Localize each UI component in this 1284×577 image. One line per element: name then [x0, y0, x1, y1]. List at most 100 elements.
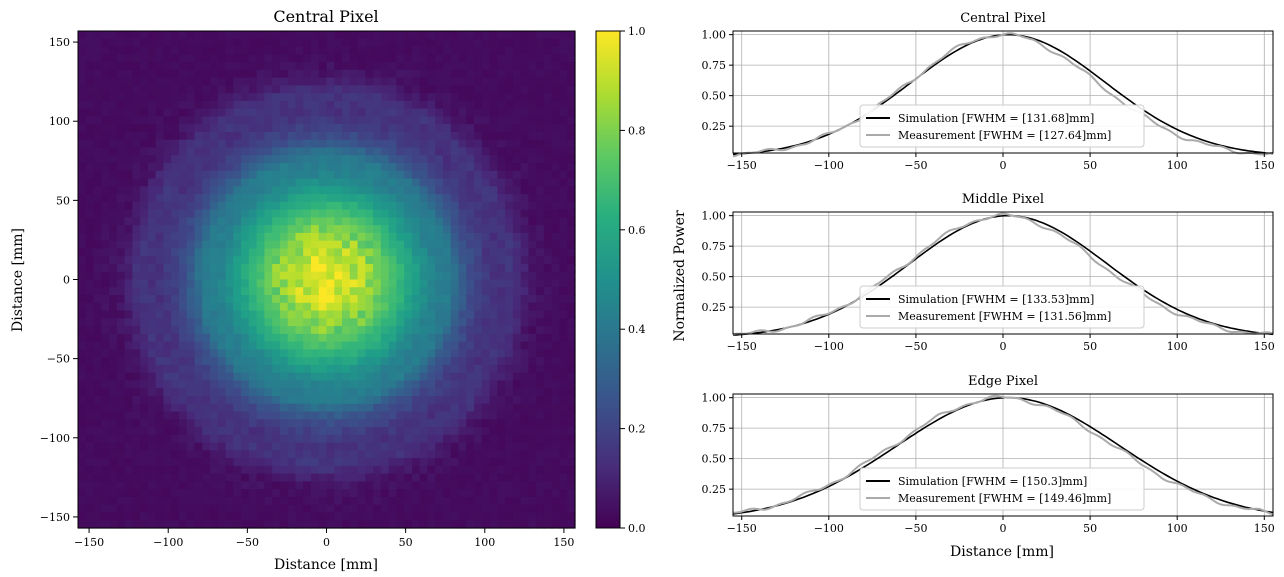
heatmap-cell — [194, 310, 203, 319]
heatmap-cell — [178, 62, 188, 71]
heatmap-cell — [520, 458, 530, 467]
heatmap-cell — [334, 163, 343, 172]
heatmap-cell — [101, 395, 110, 405]
heatmap-cell — [396, 512, 405, 521]
heatmap-cell — [497, 427, 506, 436]
heatmap-cell — [365, 333, 374, 343]
heatmap-cell — [481, 465, 491, 475]
heatmap-cell — [373, 349, 382, 358]
heatmap-cell — [248, 232, 258, 242]
heatmap-cell — [210, 201, 219, 211]
heatmap-cell — [287, 364, 297, 374]
heatmap-cell — [404, 147, 413, 156]
heatmap-cell — [520, 93, 530, 102]
heatmap-cell — [326, 341, 335, 350]
heatmap-cell — [233, 271, 242, 281]
heatmap-cell — [140, 411, 149, 420]
heatmap-cell — [497, 388, 506, 397]
heatmap-cell — [264, 131, 273, 141]
heatmap-cell — [543, 279, 553, 288]
heatmap-cell — [241, 512, 250, 521]
heatmap-cell — [520, 139, 530, 149]
heatmap-cell — [450, 427, 460, 436]
heatmap-cell — [178, 155, 188, 164]
heatmap-cell — [248, 520, 258, 529]
heatmap-cell — [481, 54, 491, 63]
heatmap-cell — [256, 186, 265, 195]
heatmap-cell — [248, 473, 258, 483]
heatmap-cell — [536, 232, 545, 242]
heatmap-cell — [225, 349, 234, 358]
heatmap-cell — [186, 116, 196, 125]
heatmap-cell — [78, 326, 87, 335]
heatmap-cell — [132, 520, 141, 529]
heatmap-cell — [442, 450, 452, 459]
heatmap-cell — [396, 256, 405, 265]
heatmap-cell — [380, 209, 390, 218]
heatmap-cell — [116, 364, 126, 374]
heatmap-cell — [380, 489, 390, 498]
heatmap-cell — [202, 458, 211, 467]
heatmap-cell — [132, 31, 141, 40]
heatmap-cell — [303, 318, 312, 327]
heatmap-cell — [310, 295, 320, 304]
heatmap-cell — [264, 465, 273, 475]
heatmap-cell — [85, 31, 95, 40]
heatmap-cell — [163, 489, 172, 498]
heatmap-cell — [380, 504, 390, 514]
heatmap-cell — [264, 403, 273, 413]
heatmap-cell — [186, 217, 196, 226]
heatmap-cell — [567, 124, 576, 133]
heatmap-cell — [505, 427, 514, 436]
heatmap-cell — [411, 427, 421, 436]
heatmap-cell — [474, 450, 483, 459]
heatmap-cell — [342, 357, 351, 366]
heatmap-cell — [543, 489, 553, 498]
shared-ylabel: Normalized Power — [672, 210, 688, 342]
heatmap-cell — [264, 124, 273, 133]
heatmap-cell — [101, 77, 110, 86]
heatmap-cell — [334, 403, 343, 413]
heatmap-cell — [450, 496, 460, 506]
heatmap-cell — [334, 458, 343, 467]
heatmap-cell — [287, 201, 297, 211]
heatmap-cell — [248, 504, 258, 514]
heatmap-cell — [474, 108, 483, 118]
heatmap-cell — [357, 326, 366, 335]
heatmap-cell — [380, 85, 390, 94]
heatmap-cell — [101, 240, 110, 250]
heatmap-cell — [295, 318, 304, 327]
heatmap-cell — [186, 131, 196, 141]
heatmap-cell — [458, 419, 467, 428]
heatmap-cell — [404, 512, 413, 521]
heatmap-cell — [140, 131, 149, 141]
heatmap-cell — [225, 178, 234, 187]
heatmap-cell — [512, 263, 522, 273]
heatmap-cell — [163, 124, 172, 133]
heatmap-cell — [186, 209, 196, 218]
heatmap-cell — [466, 295, 475, 304]
heatmap-cell — [334, 194, 343, 203]
heatmap-cell — [256, 38, 265, 48]
heatmap-cell — [419, 248, 429, 257]
heatmap-cell — [474, 496, 483, 506]
heatmap-cell — [303, 77, 312, 86]
heatmap-cell — [85, 411, 95, 420]
heatmap-cell — [178, 411, 188, 420]
heatmap-cell — [458, 364, 467, 374]
heatmap-cell — [380, 295, 390, 304]
heatmap-cell — [124, 248, 133, 257]
heatmap-cell — [567, 395, 576, 405]
heatmap-cell — [380, 225, 390, 234]
heatmap-cell — [435, 209, 444, 218]
heatmap-cell — [93, 458, 102, 467]
heatmap-cell — [551, 77, 561, 86]
heatmap-cell — [171, 333, 180, 343]
heatmap-cell — [559, 256, 568, 265]
heatmap-cell — [481, 333, 491, 343]
heatmap-cell — [497, 341, 506, 350]
heatmap-cell — [497, 349, 506, 358]
heatmap-cell — [287, 465, 297, 475]
heatmap-cell — [474, 481, 483, 490]
heatmap-cell — [93, 131, 102, 141]
